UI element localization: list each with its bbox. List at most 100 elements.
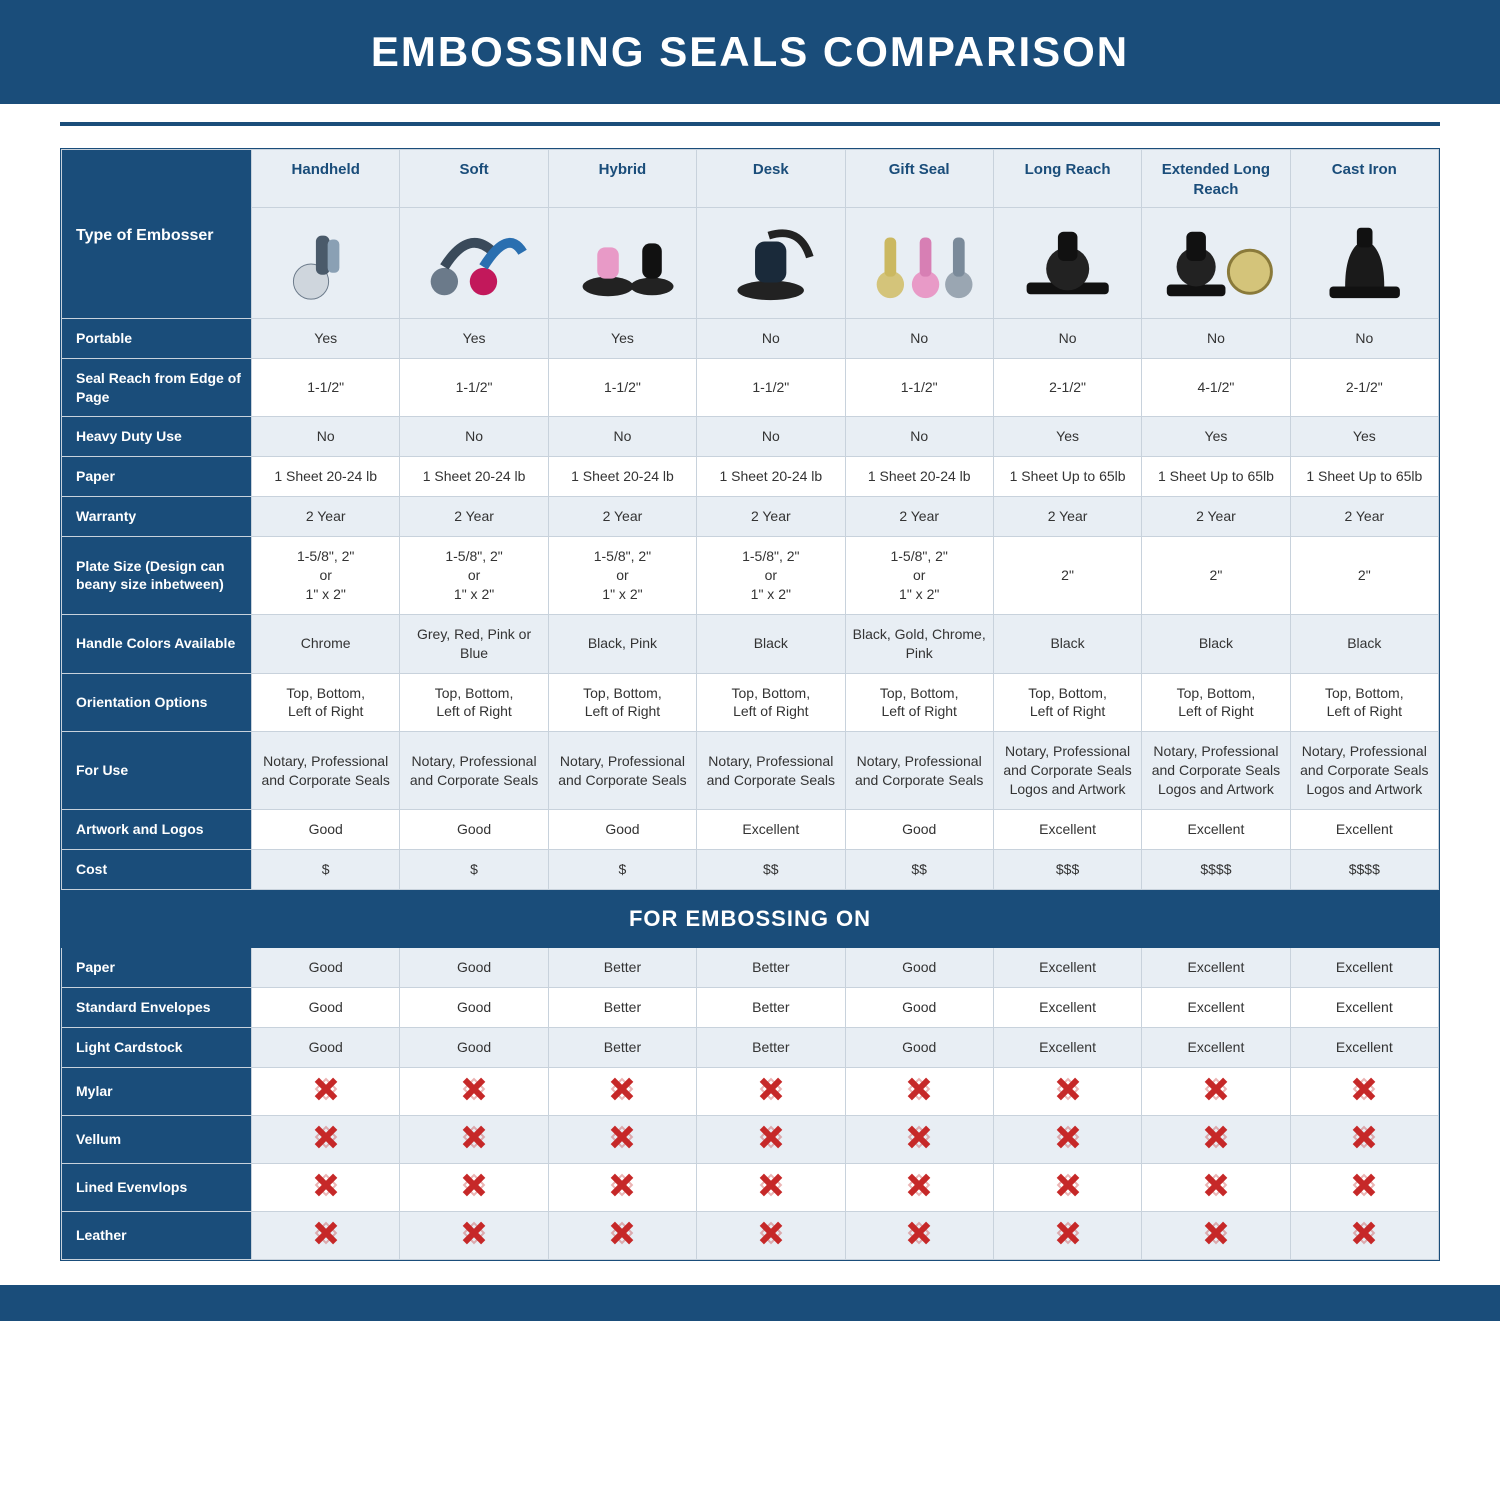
table-cell: Top, Bottom,Left of Right <box>697 673 845 732</box>
not-supported-icon <box>1205 1222 1227 1244</box>
not-supported-icon <box>760 1078 782 1100</box>
column-header: Desk <box>697 150 845 208</box>
not-supported-icon <box>1353 1174 1375 1196</box>
table-cell: 2 Year <box>993 497 1141 537</box>
long-reach-embosser-icon <box>993 207 1141 318</box>
table-cell: No <box>400 417 548 457</box>
table-cell: $$ <box>845 849 993 889</box>
row-label: Orientation Options <box>62 673 252 732</box>
table-cell: 2" <box>993 537 1141 615</box>
row-label: Lined Evenvlops <box>62 1163 252 1211</box>
table-cell: Good <box>845 988 993 1028</box>
not-supported-icon <box>1353 1126 1375 1148</box>
table-cell: No <box>845 417 993 457</box>
not-supported-icon <box>1057 1126 1079 1148</box>
not-supported-icon <box>1353 1222 1375 1244</box>
table-cell <box>548 1211 696 1259</box>
desk-embosser-icon <box>697 207 845 318</box>
table-cell: Yes <box>1142 417 1290 457</box>
row-label: Paper <box>62 457 252 497</box>
table-cell: No <box>697 318 845 358</box>
table-row: Orientation Options Top, Bottom,Left of R… <box>62 673 1439 732</box>
footer-bar <box>0 1285 1500 1321</box>
row-label: Light Cardstock <box>62 1028 252 1068</box>
table-cell: 1-1/2" <box>697 358 845 417</box>
not-supported-icon <box>315 1078 337 1100</box>
table-cell: Better <box>548 948 696 988</box>
table-cell: Notary, Professional and Corporate Seals <box>697 732 845 810</box>
table-cell <box>548 1116 696 1164</box>
not-supported-icon <box>611 1222 633 1244</box>
not-supported-icon <box>315 1174 337 1196</box>
table-cell <box>1290 1116 1438 1164</box>
table-row: For UseNotary, Professional and Corporat… <box>62 732 1439 810</box>
rowhead-title: Type of Embosser <box>62 150 252 319</box>
table-cell: Black <box>1142 614 1290 673</box>
table-cell: 2 Year <box>845 497 993 537</box>
table-cell <box>252 1116 400 1164</box>
table-cell: No <box>548 417 696 457</box>
table-cell: Yes <box>548 318 696 358</box>
comparison-table-wrap: Type of Embosser HandheldSoftHybridDeskG… <box>60 148 1440 1261</box>
table-cell: 1 Sheet Up to 65lb <box>1142 457 1290 497</box>
table-cell: Excellent <box>1290 948 1438 988</box>
table-cell: 1 Sheet Up to 65lb <box>993 457 1141 497</box>
cast-iron-embosser-icon <box>1290 207 1438 318</box>
table-cell: 2" <box>1142 537 1290 615</box>
section-bar: FOR EMBOSSING ON <box>62 889 1439 948</box>
table-cell <box>400 1116 548 1164</box>
table-row: Handle Colors AvailableChromeGrey, Red, … <box>62 614 1439 673</box>
page-title-bar: EMBOSSING SEALS COMPARISON <box>0 0 1500 104</box>
table-cell: $$$$ <box>1142 849 1290 889</box>
table-cell <box>400 1068 548 1116</box>
table-cell <box>697 1163 845 1211</box>
table-cell: Good <box>845 1028 993 1068</box>
table-row: Leather <box>62 1211 1439 1259</box>
table-row: Seal Reach from Edge of Page1-1/2"1-1/2"… <box>62 358 1439 417</box>
table-cell: 2 Year <box>1142 497 1290 537</box>
not-supported-icon <box>611 1078 633 1100</box>
table-cell: Top, Bottom,Left of Right <box>845 673 993 732</box>
table-cell <box>1142 1211 1290 1259</box>
table-cell <box>1290 1163 1438 1211</box>
hybrid-embosser-icon <box>548 207 696 318</box>
table-cell: Notary, Professional and Corporate Seals <box>845 732 993 810</box>
table-row: PortableYesYesYesNoNoNoNoNo <box>62 318 1439 358</box>
table-cell <box>697 1211 845 1259</box>
section-label: FOR EMBOSSING ON <box>62 889 1439 948</box>
table-cell <box>993 1116 1141 1164</box>
comparison-table: Type of Embosser HandheldSoftHybridDeskG… <box>61 149 1439 1260</box>
table-cell: Notary, Professional and Corporate Seals <box>252 732 400 810</box>
table-cell <box>1142 1163 1290 1211</box>
row-label: For Use <box>62 732 252 810</box>
table-cell: Good <box>400 1028 548 1068</box>
table-cell: $ <box>252 849 400 889</box>
table-cell: Excellent <box>1142 948 1290 988</box>
not-supported-icon <box>908 1126 930 1148</box>
table-cell: Excellent <box>993 810 1141 850</box>
table-cell: Good <box>845 948 993 988</box>
table-cell <box>1290 1068 1438 1116</box>
table-cell <box>400 1211 548 1259</box>
table-cell <box>993 1211 1141 1259</box>
table-cell: Excellent <box>1290 1028 1438 1068</box>
table-cell: No <box>697 417 845 457</box>
table-cell: 1-5/8", 2"or1" x 2" <box>252 537 400 615</box>
table-cell: No <box>845 318 993 358</box>
table-cell: No <box>252 417 400 457</box>
table-cell: 1-5/8", 2"or1" x 2" <box>845 537 993 615</box>
not-supported-icon <box>908 1222 930 1244</box>
table-cell: Black <box>1290 614 1438 673</box>
table-cell: Grey, Red, Pink or Blue <box>400 614 548 673</box>
table-cell: Yes <box>993 417 1141 457</box>
table-cell <box>845 1068 993 1116</box>
table-cell: Yes <box>1290 417 1438 457</box>
table-row: Mylar <box>62 1068 1439 1116</box>
table-cell: 1-5/8", 2"or1" x 2" <box>548 537 696 615</box>
table-cell: Good <box>252 810 400 850</box>
not-supported-icon <box>760 1174 782 1196</box>
table-cell: Excellent <box>993 948 1141 988</box>
table-cell: Notary, Professional and Corporate Seals… <box>1142 732 1290 810</box>
table-cell <box>993 1163 1141 1211</box>
soft-embosser-icon <box>400 207 548 318</box>
